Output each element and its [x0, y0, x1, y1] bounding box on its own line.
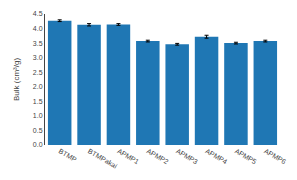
svg-text:4.5: 4.5	[33, 10, 43, 17]
svg-text:0.0: 0.0	[33, 141, 43, 148]
svg-text:2.5: 2.5	[33, 69, 43, 76]
svg-text:1.5: 1.5	[33, 98, 43, 105]
svg-text:APMP4: APMP4	[204, 147, 228, 165]
svg-text:3.0: 3.0	[33, 54, 43, 61]
svg-text:APMP6: APMP6	[263, 147, 287, 165]
svg-text:APMP2: APMP2	[146, 147, 170, 165]
svg-text:0.5: 0.5	[33, 127, 43, 134]
svg-text:4.0: 4.0	[33, 25, 43, 32]
svg-text:APMP5: APMP5	[234, 147, 258, 165]
svg-text:APMP1: APMP1	[116, 147, 140, 165]
svg-text:BTMPakai: BTMPakai	[87, 147, 119, 169]
svg-text:3.5: 3.5	[33, 40, 43, 47]
svg-text:Bulk (cm³/g): Bulk (cm³/g)	[12, 58, 21, 101]
svg-text:BTMP: BTMP	[57, 147, 78, 163]
svg-text:2.0: 2.0	[33, 83, 43, 90]
svg-text:1.0: 1.0	[33, 112, 43, 119]
svg-text:APMP3: APMP3	[175, 147, 199, 165]
